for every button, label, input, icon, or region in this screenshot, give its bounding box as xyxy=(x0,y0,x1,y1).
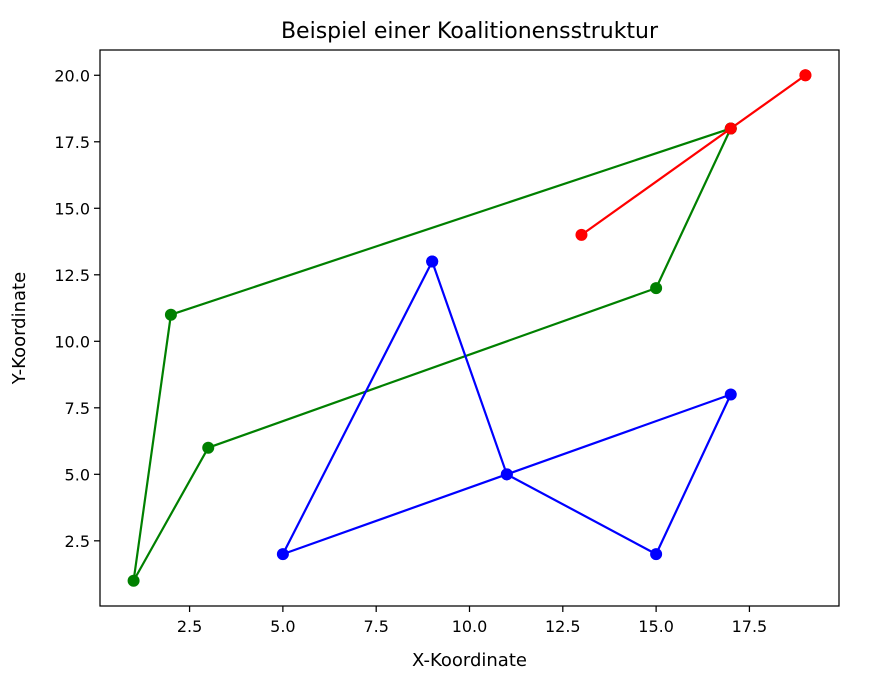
y-tick-label: 2.5 xyxy=(65,532,90,551)
x-tick-label: 12.5 xyxy=(545,617,581,636)
x-tick-label: 7.5 xyxy=(363,617,388,636)
series-2-point xyxy=(500,468,513,481)
y-tick-label: 12.5 xyxy=(54,266,90,285)
y-tick-label: 5.0 xyxy=(65,465,90,484)
plot-area xyxy=(100,50,839,606)
chart-title: Beispiel einer Koalitionensstruktur xyxy=(281,19,659,44)
series-2-point xyxy=(426,255,439,268)
series-3-point xyxy=(799,69,812,82)
series-1-point xyxy=(202,441,215,454)
plot-frame xyxy=(99,49,840,607)
x-tick-label: 15.0 xyxy=(638,617,674,636)
x-tick-label: 17.5 xyxy=(732,617,768,636)
series-line-1 xyxy=(132,127,732,582)
y-tick-label: 20.0 xyxy=(54,66,90,85)
series-1-point xyxy=(127,574,140,587)
series-layer xyxy=(127,69,812,587)
x-axis-ticks: 2.5 5.0 7.5 10.0 12.5 15.0 17.5 xyxy=(177,606,767,636)
y-tick-label: 7.5 xyxy=(65,399,90,418)
series-3-point xyxy=(575,228,588,241)
series-1-point xyxy=(650,282,663,295)
y-tick-label: 17.5 xyxy=(54,133,90,152)
y-axis-ticks: 2.5 5.0 7.5 10.0 12.5 15.0 17.5 20.0 xyxy=(54,66,100,551)
x-tick-label: 10.0 xyxy=(452,617,488,636)
series-line-3 xyxy=(580,74,807,236)
series-3-point xyxy=(724,122,737,135)
x-tick-label: 2.5 xyxy=(177,617,202,636)
y-tick-label: 10.0 xyxy=(54,332,90,351)
y-axis-label: Y-Koordinate xyxy=(9,272,30,385)
series-2-point xyxy=(724,388,737,401)
x-tick-label: 5.0 xyxy=(270,617,295,636)
series-2-point xyxy=(650,548,663,561)
series-1-point xyxy=(164,308,177,321)
series-2-point xyxy=(276,548,289,561)
y-tick-label: 15.0 xyxy=(54,199,90,218)
x-axis-label: X-Koordinate xyxy=(412,650,527,671)
